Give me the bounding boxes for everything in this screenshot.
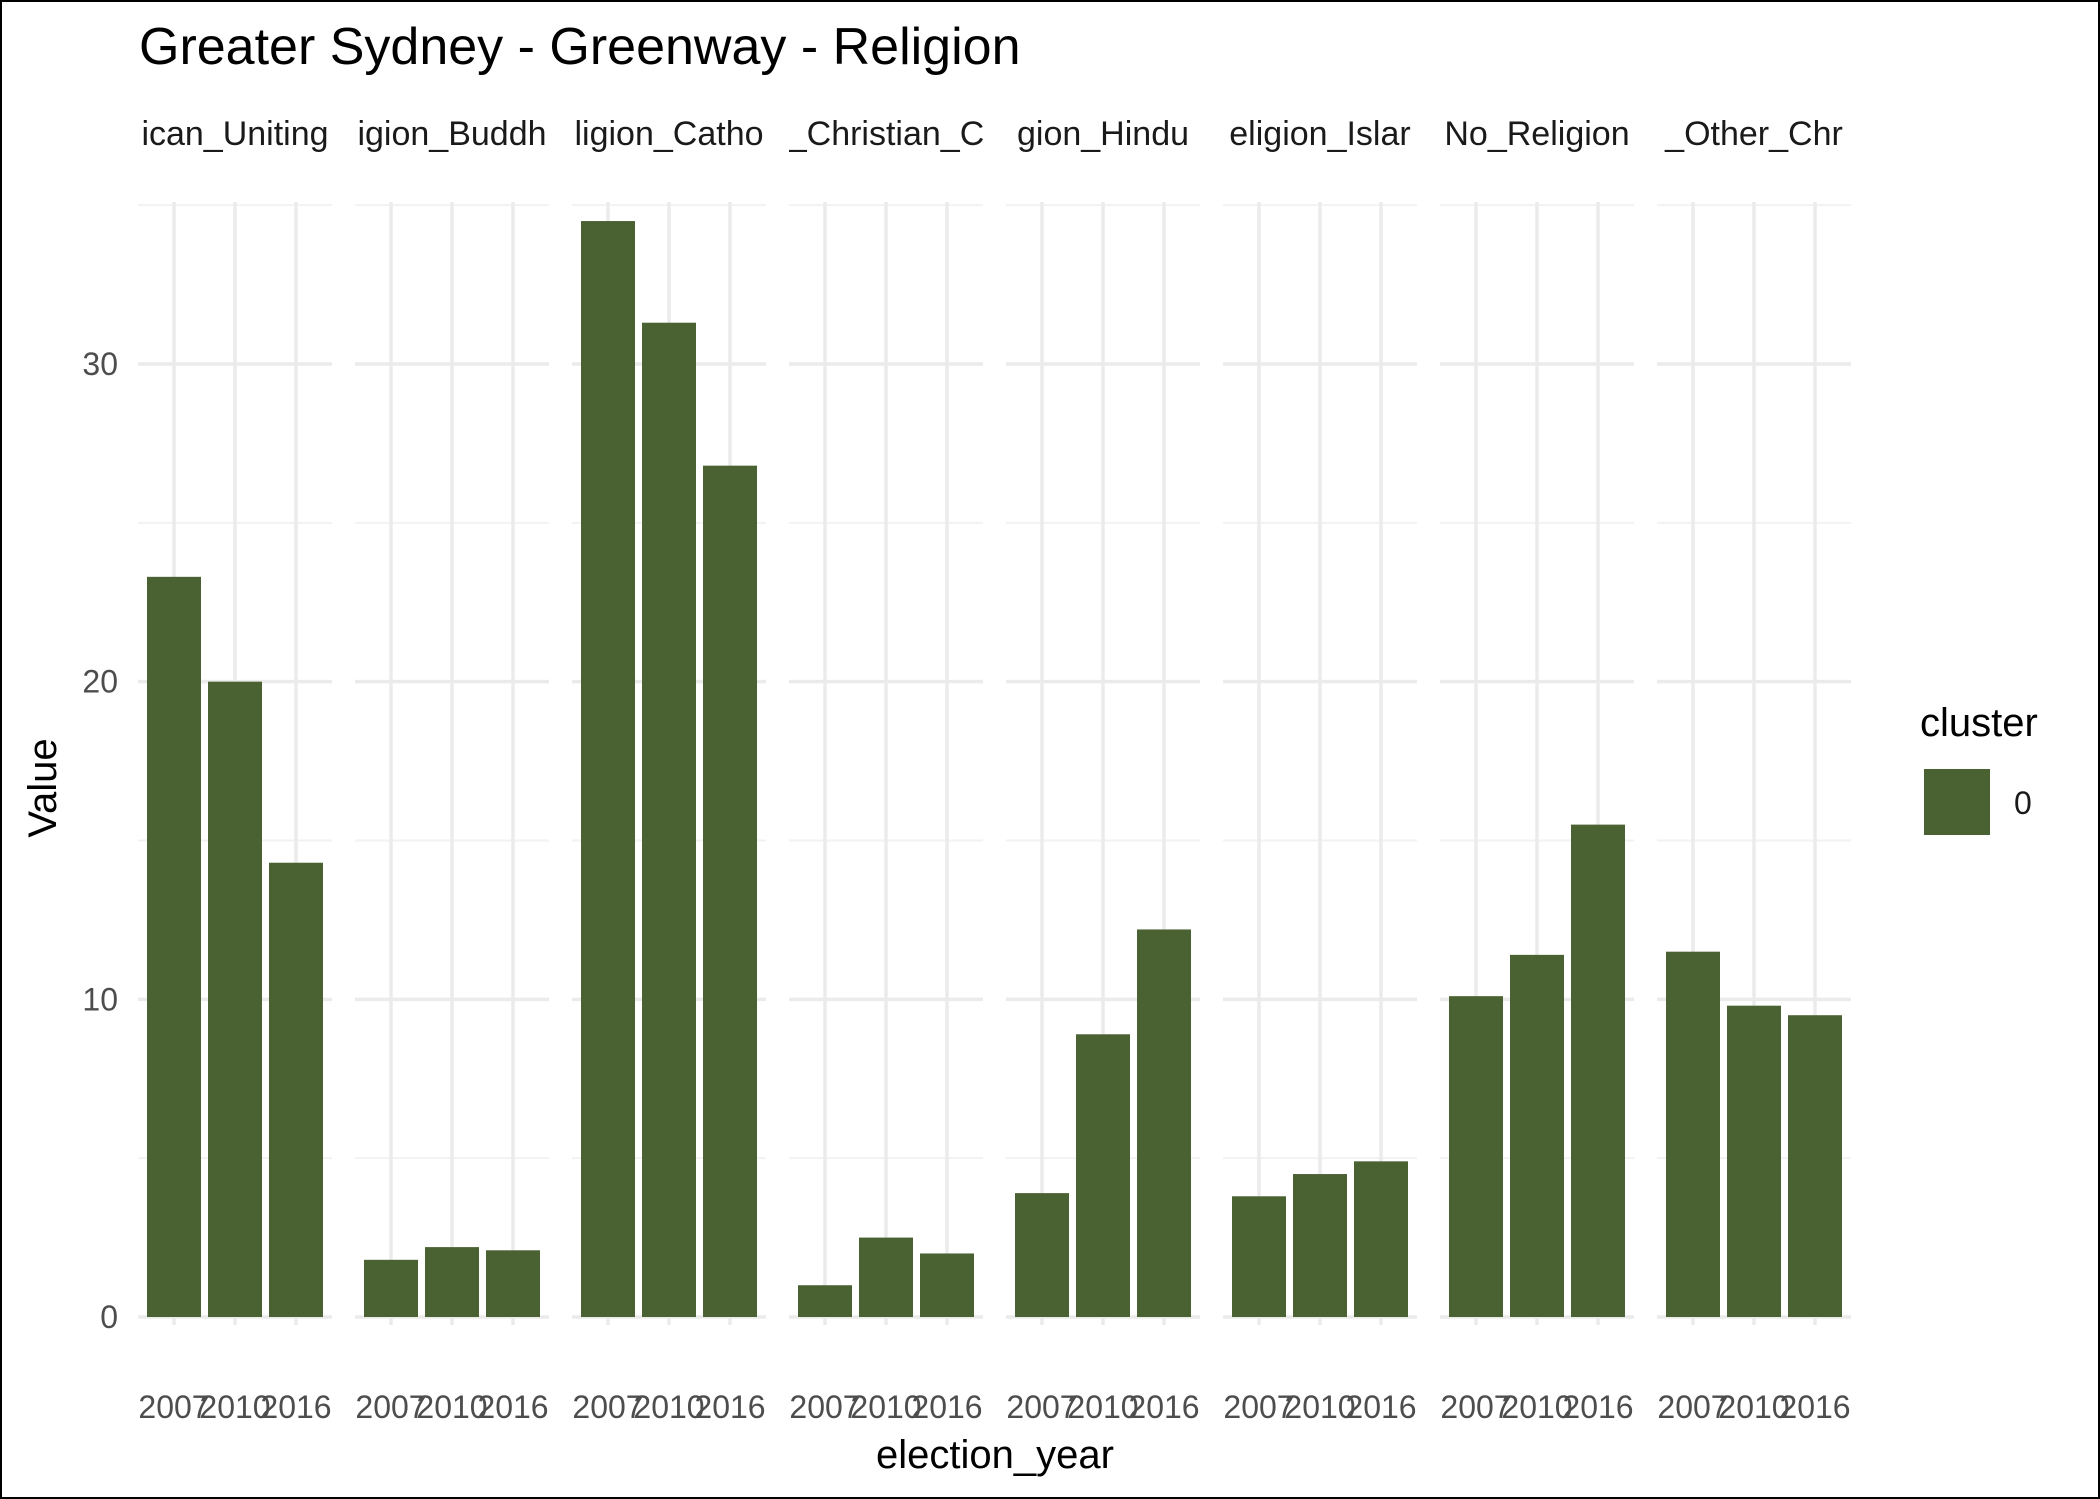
bar <box>147 576 201 1317</box>
bar <box>1571 824 1625 1317</box>
x-tick-label: 2010 <box>1284 1389 1355 1425</box>
y-tick-label: 30 <box>82 346 118 382</box>
y-tick-label: 20 <box>82 664 118 700</box>
bar <box>798 1285 852 1317</box>
x-tick-label: 2010 <box>199 1389 270 1425</box>
x-tick-label: 2016 <box>911 1389 982 1425</box>
x-tick-label: 2010 <box>1718 1389 1789 1425</box>
legend-label-0: 0 <box>2014 785 2032 821</box>
x-tick-label: 2007 <box>789 1389 860 1425</box>
bar <box>364 1259 418 1317</box>
facet-strip-label: gion_Hindu <box>1017 115 1189 153</box>
bar <box>920 1253 974 1317</box>
bar <box>1354 1161 1408 1317</box>
bar <box>642 322 696 1317</box>
panels: ican_Uniting200720102016igion_Buddh20072… <box>138 115 1851 1425</box>
bar <box>1232 1196 1286 1317</box>
bar <box>1727 1005 1781 1317</box>
x-tick-label: 2007 <box>1657 1389 1728 1425</box>
bar <box>486 1250 540 1317</box>
bar <box>1666 951 1720 1317</box>
x-axis-title: election_year <box>876 1433 1114 1477</box>
x-tick-label: 2016 <box>1779 1389 1850 1425</box>
x-tick-label: 2007 <box>1006 1389 1077 1425</box>
bar <box>1015 1193 1069 1317</box>
x-tick-label: 2007 <box>1440 1389 1511 1425</box>
facet-strip-label: _Christian_C <box>787 115 985 153</box>
facet-strip-label: No_Religion <box>1444 115 1629 153</box>
facet-strip-label: _Other_Chr <box>1664 115 1843 153</box>
bar <box>1449 996 1503 1317</box>
y-axis-ticks: 0 10 20 30 <box>82 346 118 1335</box>
chart-title: Greater Sydney - Greenway - Religion <box>139 18 1021 76</box>
bar <box>1510 954 1564 1317</box>
bar <box>1293 1174 1347 1317</box>
bar <box>1076 1034 1130 1317</box>
bar <box>1788 1015 1842 1317</box>
x-tick-label: 2007 <box>355 1389 426 1425</box>
bar <box>208 681 262 1317</box>
x-tick-label: 2010 <box>850 1389 921 1425</box>
y-tick-label: 10 <box>82 981 118 1017</box>
x-tick-label: 2016 <box>1345 1389 1416 1425</box>
bar <box>1137 929 1191 1317</box>
y-tick-label: 0 <box>100 1299 118 1335</box>
legend: cluster 0 <box>1920 701 2038 835</box>
x-tick-label: 2016 <box>477 1389 548 1425</box>
x-tick-label: 2016 <box>694 1389 765 1425</box>
facet-strip-label: eligion_Islar <box>1229 115 1410 153</box>
bar <box>425 1247 479 1317</box>
x-tick-label: 2016 <box>260 1389 331 1425</box>
legend-key-0 <box>1924 769 1990 835</box>
bar <box>269 862 323 1317</box>
x-tick-label: 2007 <box>1223 1389 1294 1425</box>
x-tick-label: 2010 <box>416 1389 487 1425</box>
x-tick-label: 2010 <box>1501 1389 1572 1425</box>
bar <box>859 1237 913 1317</box>
x-tick-label: 2016 <box>1128 1389 1199 1425</box>
bar <box>581 221 635 1317</box>
x-tick-label: 2007 <box>572 1389 643 1425</box>
x-tick-label: 2010 <box>1067 1389 1138 1425</box>
y-axis-title: Value <box>21 738 65 837</box>
facet-strip-label: igion_Buddh <box>357 115 546 153</box>
legend-title: cluster <box>1920 701 2038 745</box>
x-tick-label: 2007 <box>138 1389 209 1425</box>
bar <box>703 465 757 1317</box>
facet-strip-label: ligion_Catho <box>574 115 763 153</box>
facet-strip-label: ican_Uniting <box>141 115 328 153</box>
x-tick-label: 2016 <box>1562 1389 1633 1425</box>
x-tick-label: 2010 <box>633 1389 704 1425</box>
